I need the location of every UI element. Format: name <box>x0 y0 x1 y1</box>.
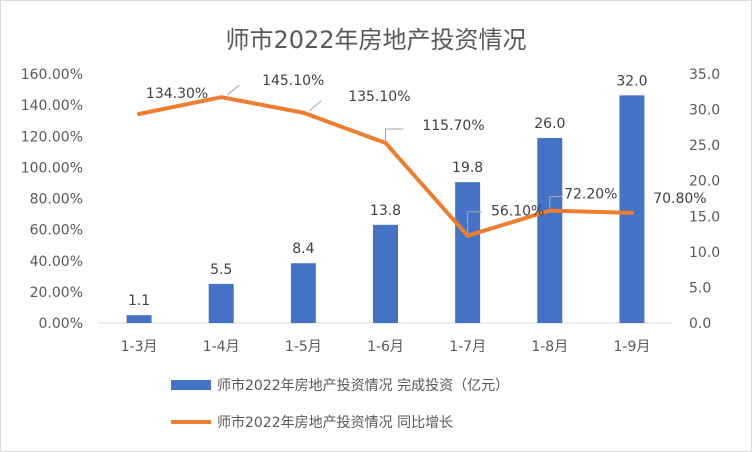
right-axis-tick-label: 25.0 <box>689 138 720 154</box>
line-point <box>301 110 306 115</box>
bar-data-label: 26.0 <box>534 116 565 132</box>
x-axis: 1-3月 1-4月 1-5月 1-6月 1-7月 1-8月 1-9月 <box>121 339 651 355</box>
bar-data-label: 32.0 <box>616 73 647 89</box>
bar <box>290 263 316 323</box>
right-axis-tick-label: 35.0 <box>689 67 720 83</box>
left-axis-tick-label: 140.00% <box>21 98 83 114</box>
legend-swatch-bar <box>171 380 211 390</box>
bar-data-labels: 1.1 5.5 8.4 13.8 19.8 26.0 32.0 <box>128 73 648 309</box>
line-point <box>137 111 142 116</box>
line-data-label: 56.10% <box>491 204 544 220</box>
bar-data-label: 13.8 <box>370 203 401 219</box>
line-data-label: 115.70% <box>422 118 484 134</box>
legend-label-line: 师市2022年房地产投资情况 同比增长 <box>217 414 453 431</box>
right-axis-tick-label: 20.0 <box>689 174 720 190</box>
right-axis-tick-label: 0.0 <box>689 316 711 332</box>
bar-data-label: 5.5 <box>210 262 232 278</box>
line-label-leader <box>385 128 404 141</box>
left-axis-tick-label: 160.00% <box>21 67 83 83</box>
right-axis-tick-label: 5.0 <box>689 280 711 296</box>
line-point <box>383 140 388 145</box>
left-axis-tick-label: 100.00% <box>21 160 83 176</box>
chart-title: 师市2022年房地产投资情况 <box>225 26 526 54</box>
line-data-label: 70.80% <box>653 191 706 207</box>
bar <box>455 182 481 323</box>
line-label-leader <box>467 211 482 234</box>
line-point <box>629 210 634 215</box>
right-axis: 0.0 5.0 10.0 15.0 20.0 25.0 30.0 35.0 <box>689 67 720 332</box>
line-point <box>219 95 224 100</box>
bar <box>373 224 398 323</box>
left-axis-tick-label: 120.00% <box>21 129 83 145</box>
line-label-leader <box>309 100 322 112</box>
x-axis-tick-label: 1-3月 <box>121 339 158 355</box>
line-data-label: 72.20% <box>564 187 617 203</box>
line-data-label: 145.10% <box>262 73 324 89</box>
line-data-labels: 134.30% 145.10% 135.10% 115.70% 56.10% 72.20%… <box>146 73 707 234</box>
line-label-leader <box>226 84 240 96</box>
bar <box>619 95 645 323</box>
bar-data-label: 19.8 <box>452 160 483 176</box>
right-axis-tick-label: 10.0 <box>689 245 720 261</box>
right-axis-tick-label: 30.0 <box>689 103 720 119</box>
left-axis: 0.00% 20.00% 40.00% 60.00% 80.00% 100.00% 120.… <box>21 67 83 332</box>
left-axis-tick-label: 0.00% <box>39 316 83 332</box>
bar <box>537 138 563 323</box>
left-axis-tick-label: 80.00% <box>30 192 83 208</box>
x-axis-tick-label: 1-5月 <box>285 339 322 355</box>
x-axis-tick-label: 1-7月 <box>449 339 486 355</box>
left-axis-tick-label: 40.00% <box>30 254 83 270</box>
x-axis-tick-label: 1-8月 <box>531 339 568 355</box>
bar-data-label: 8.4 <box>292 241 314 257</box>
bar <box>126 315 152 323</box>
legend: 师市2022年房地产投资情况 完成投资（亿元） 师市2022年房地产投资情况 同… <box>171 377 509 431</box>
x-axis-tick-label: 1-4月 <box>203 339 240 355</box>
x-axis-tick-label: 1-9月 <box>613 339 650 355</box>
x-axis-tick-label: 1-6月 <box>367 339 404 355</box>
line-point <box>547 208 552 213</box>
left-axis-tick-label: 20.00% <box>30 285 83 301</box>
legend-label-bar: 师市2022年房地产投资情况 完成投资（亿元） <box>217 377 509 394</box>
line-point <box>465 233 470 238</box>
bar-series <box>126 95 645 323</box>
bar <box>208 283 234 323</box>
line-data-label: 135.10% <box>348 89 410 105</box>
right-axis-tick-label: 15.0 <box>689 209 720 225</box>
line-data-label: 134.30% <box>146 86 208 102</box>
line-series <box>137 95 634 238</box>
bar-data-label: 1.1 <box>128 293 150 309</box>
line-label-leader <box>549 196 562 209</box>
left-axis-tick-label: 60.00% <box>30 223 83 239</box>
